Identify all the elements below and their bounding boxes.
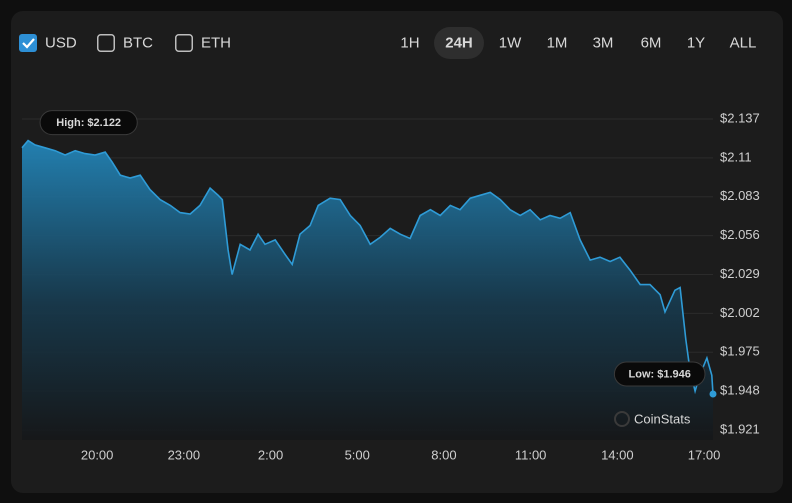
x-tick-label: 8:00 (431, 447, 456, 462)
y-tick-label: $2.083 (720, 188, 760, 203)
annotation-pill (39, 110, 138, 136)
timeframe-button[interactable]: 6M (641, 34, 662, 51)
price-line (21, 139, 714, 395)
watermark: CoinStats (634, 411, 691, 426)
timeframe-button[interactable]: 1H (400, 34, 419, 51)
annotation-label: High: $2.122 (56, 117, 121, 129)
y-tick-label: $2.029 (720, 266, 760, 281)
x-tick-label: 2:00 (258, 447, 283, 462)
x-tick-label: 20:00 (81, 447, 114, 462)
x-tick-label: 23:00 (168, 447, 201, 462)
y-tick-label: $2.002 (720, 305, 760, 320)
currency-label: BTC (123, 34, 153, 51)
x-tick-label: 14:00 (601, 447, 634, 462)
x-tick-label: 11:00 (515, 447, 547, 462)
annotation-label: Low: $1.946 (629, 368, 691, 380)
y-tick-label: $2.137 (720, 110, 760, 125)
checkbox[interactable] (175, 34, 193, 52)
x-tick-label: 5:00 (345, 447, 370, 462)
timeframe-button[interactable]: 1M (547, 34, 568, 51)
currency-label: USD (45, 34, 77, 51)
area-fill (22, 140, 713, 440)
timeframe-selected-bg[interactable] (434, 27, 484, 59)
timeframe-button[interactable]: ALL (730, 34, 757, 51)
currency-label: ETH (201, 34, 231, 51)
y-tick-label: $2.11 (720, 149, 752, 164)
y-tick-label: $1.948 (720, 383, 760, 398)
timeframe-button[interactable]: 1Y (687, 34, 705, 51)
check-icon (22, 38, 35, 49)
end-dot (709, 390, 717, 398)
timeframe-button[interactable]: 3M (593, 34, 614, 51)
y-tick-label: $1.975 (720, 344, 760, 359)
annotation-pill (613, 361, 706, 387)
x-tick-label: 17:00 (688, 447, 721, 462)
y-tick-label: $2.056 (720, 227, 760, 242)
timeframe-button[interactable]: 1W (499, 34, 522, 51)
checkbox[interactable] (19, 34, 37, 52)
timeframe-button[interactable]: 24H (445, 34, 473, 51)
y-tick-label: $1.921 (720, 421, 760, 436)
checkbox[interactable] (97, 34, 115, 52)
watermark-icon (614, 411, 630, 427)
